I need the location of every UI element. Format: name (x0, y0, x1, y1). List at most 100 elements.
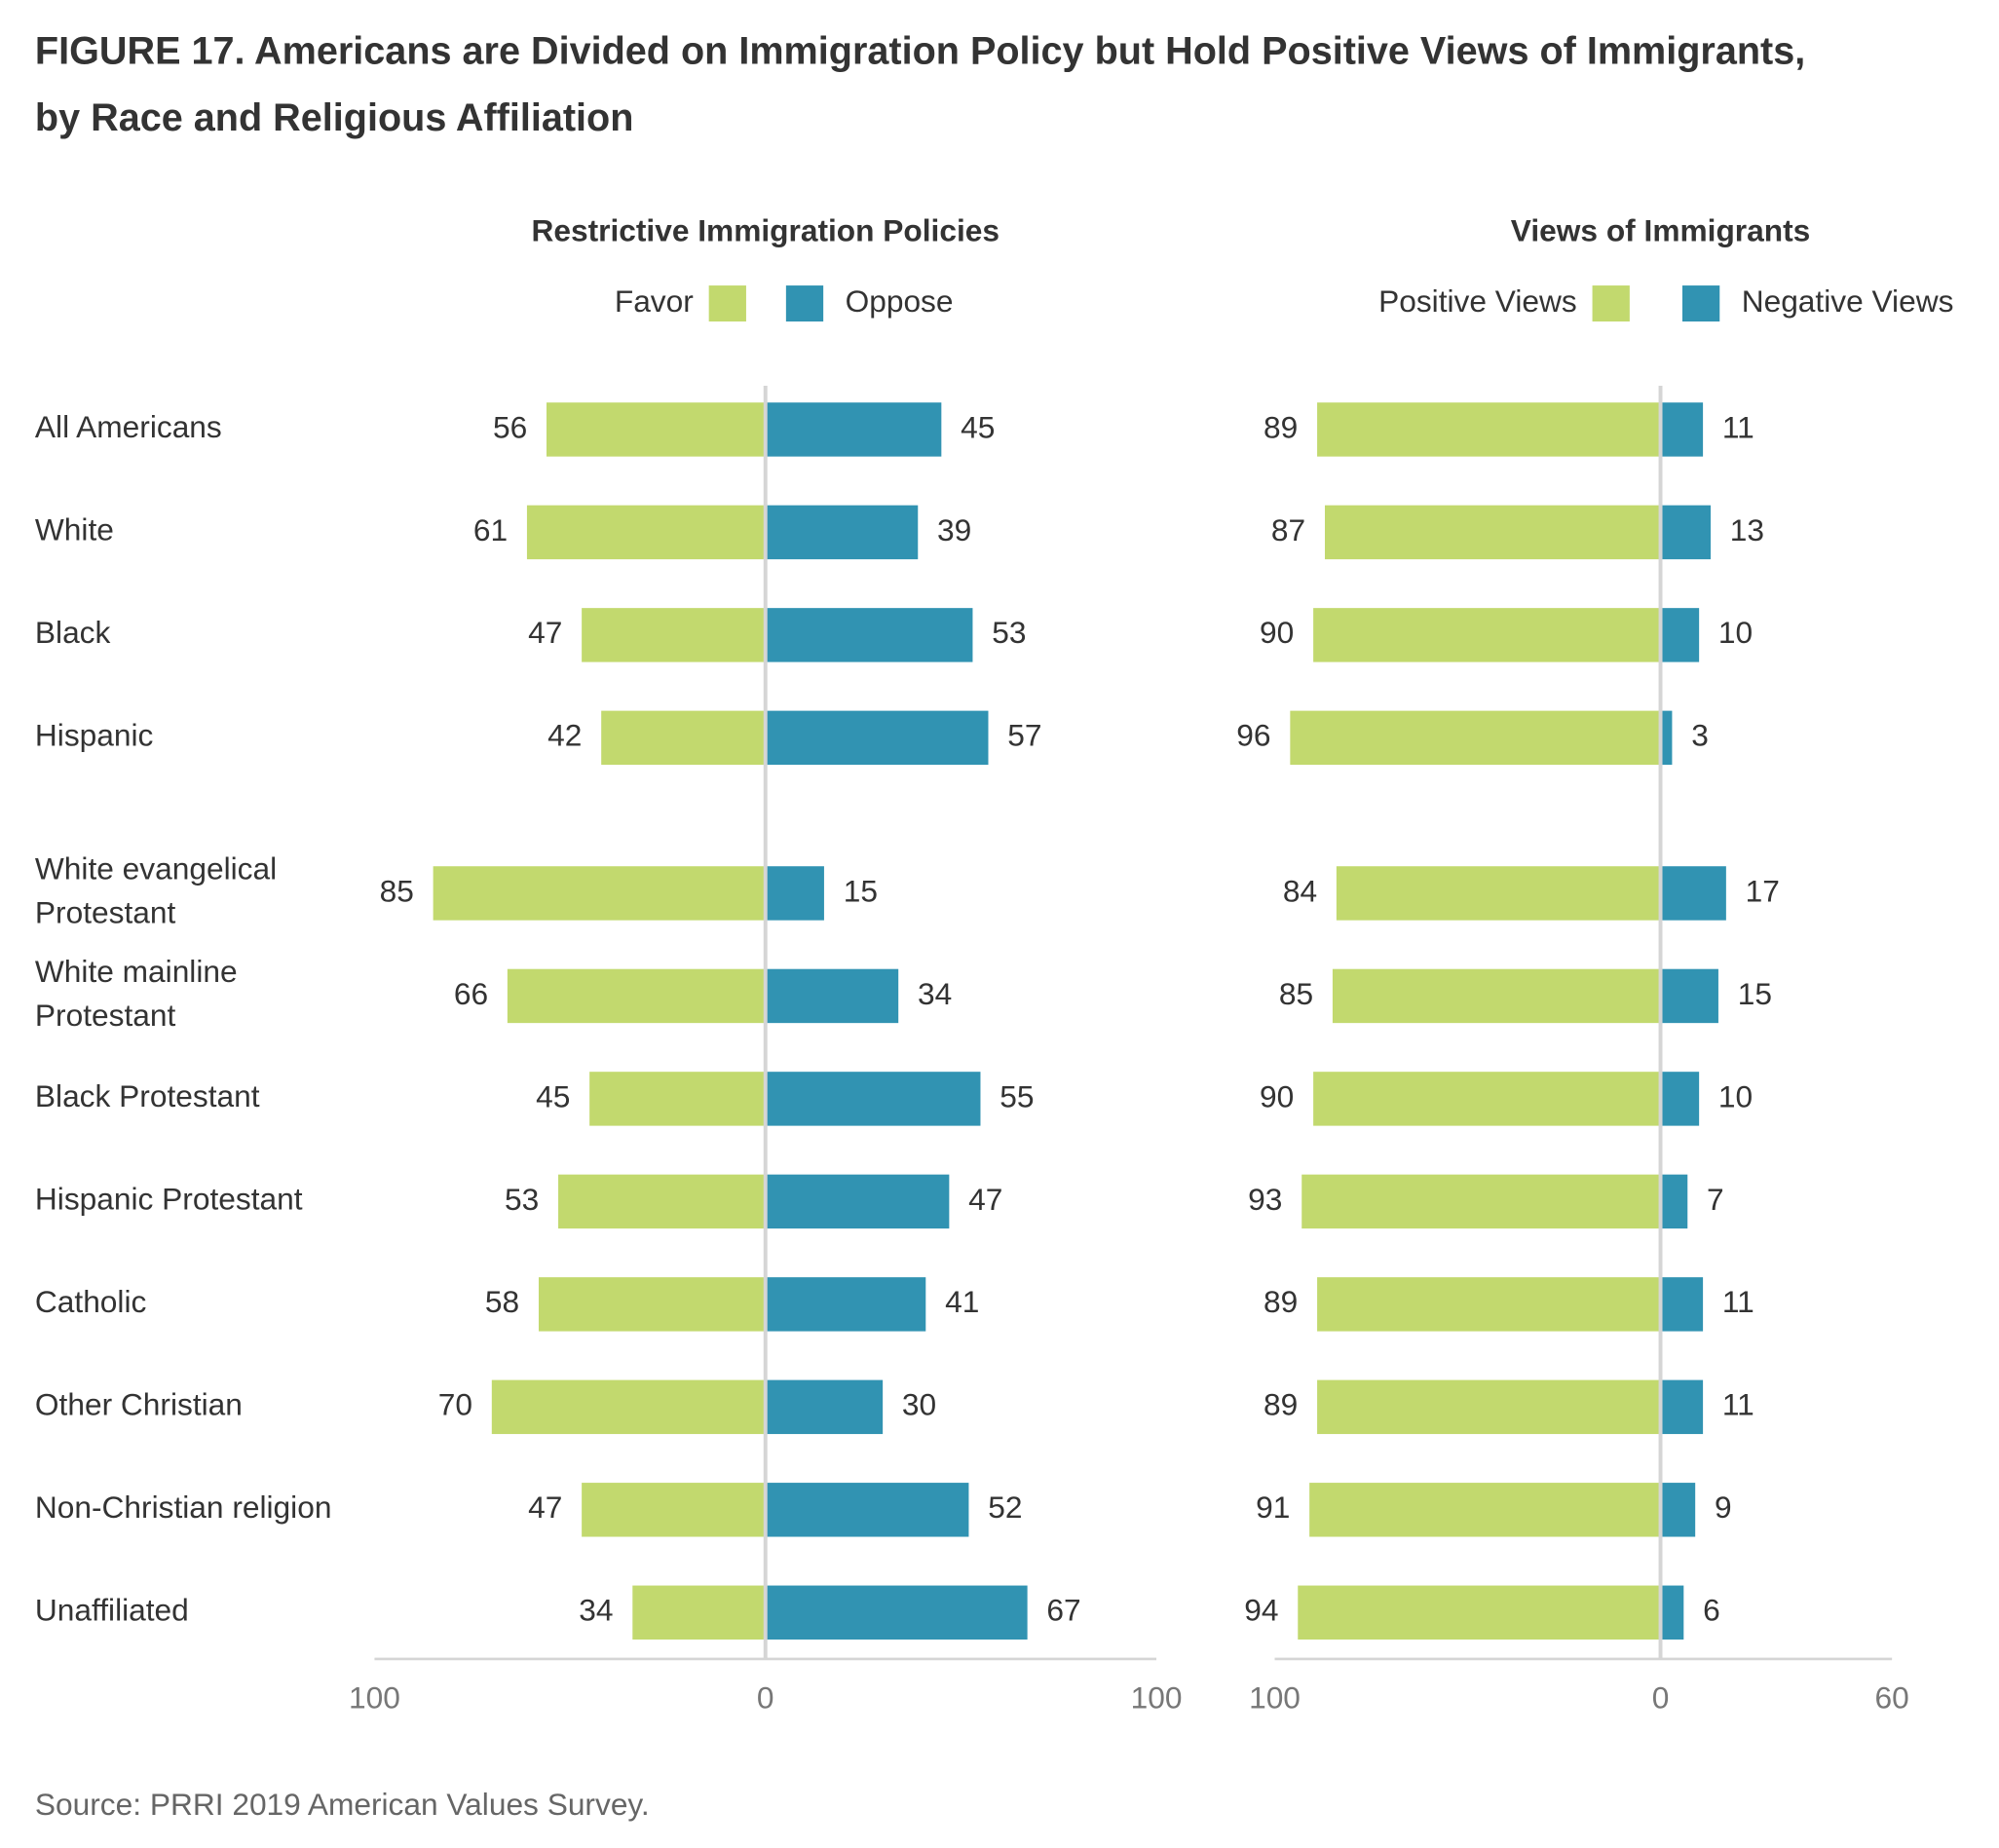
value-label: 94 (1244, 1593, 1278, 1628)
value-label: 17 (1746, 873, 1780, 908)
value-label: 45 (961, 409, 995, 444)
category-label: Catholic (35, 1284, 146, 1319)
value-label: 89 (1264, 1387, 1298, 1422)
value-label: 66 (454, 976, 488, 1011)
value-label: 10 (1718, 615, 1753, 650)
value-label: 47 (528, 1490, 562, 1525)
value-label: 47 (528, 615, 562, 650)
value-label: 52 (988, 1490, 1022, 1525)
value-label: 90 (1260, 615, 1294, 650)
bar (582, 1483, 766, 1537)
category-label: White evangelical Protestant (35, 851, 277, 930)
value-label: 89 (1264, 1284, 1298, 1319)
x-tick-label: 0 (757, 1680, 774, 1716)
value-label: 55 (1000, 1078, 1034, 1113)
bar (1660, 710, 1673, 766)
legend-swatch (708, 285, 746, 322)
category-label: Unaffiliated (35, 1593, 189, 1628)
value-label: 85 (1279, 976, 1313, 1011)
value-label: 53 (505, 1182, 539, 1217)
bar (1290, 710, 1661, 766)
bar (1313, 608, 1661, 662)
bar (1660, 968, 1718, 1024)
source-note: Source: PRRI 2019 American Values Survey… (35, 1787, 650, 1822)
value-label: 30 (902, 1387, 936, 1422)
value-label: 11 (1722, 1284, 1754, 1319)
bar (1660, 1072, 1700, 1126)
bar (765, 402, 942, 457)
value-label: 7 (1707, 1182, 1724, 1217)
value-label: 57 (1007, 718, 1041, 753)
value-label: 39 (937, 512, 971, 547)
bar (1660, 608, 1700, 662)
x-tick-label: 100 (1131, 1680, 1183, 1716)
bar (433, 866, 766, 921)
bar (1660, 1277, 1704, 1332)
category-label: Other Christian (35, 1387, 243, 1422)
legend-label: Negative Views (1742, 283, 1954, 319)
value-label: 10 (1718, 1078, 1753, 1113)
value-label: 56 (493, 409, 527, 444)
value-label: 15 (844, 873, 878, 908)
bar (1336, 866, 1661, 921)
bar (1660, 505, 1712, 560)
value-label: 15 (1738, 976, 1772, 1011)
bar (1298, 1585, 1661, 1641)
bar (589, 1072, 766, 1126)
bar (1309, 1483, 1661, 1537)
value-label: 41 (945, 1284, 979, 1319)
value-label: 34 (579, 1593, 613, 1628)
bar (538, 1277, 766, 1332)
bar (765, 505, 919, 560)
value-label: 90 (1260, 1078, 1294, 1113)
bar (491, 1379, 766, 1435)
bar (1660, 1483, 1696, 1537)
legend-swatch (785, 285, 824, 322)
value-label: 53 (992, 615, 1026, 650)
bar (1301, 1174, 1661, 1229)
x-tick-label: 100 (349, 1680, 400, 1716)
legend-swatch (1681, 285, 1720, 322)
bar (1660, 866, 1726, 921)
category-label: Black (35, 615, 111, 650)
bar (1660, 402, 1704, 457)
bar (765, 1277, 926, 1332)
legend-label: Positive Views (1378, 283, 1577, 319)
chart-subtitle: Restrictive Immigration Policies (531, 212, 1000, 247)
category-label: White (35, 512, 114, 547)
legend-label: Oppose (846, 283, 954, 319)
x-tick-label: 60 (1875, 1680, 1909, 1716)
value-label: 47 (968, 1182, 1002, 1217)
bar (1660, 1174, 1688, 1229)
bar (547, 402, 766, 457)
value-label: 67 (1046, 1593, 1080, 1628)
value-label: 45 (536, 1078, 570, 1113)
bar (765, 710, 989, 766)
bar (1660, 1585, 1684, 1641)
value-label: 58 (485, 1284, 519, 1319)
value-label: 34 (918, 976, 952, 1011)
bar (1660, 1379, 1704, 1435)
category-label: White mainline Protestant (35, 954, 238, 1033)
value-label: 3 (1691, 718, 1709, 753)
category-label: Hispanic (35, 718, 153, 753)
bar (765, 1585, 1028, 1641)
value-label: 91 (1256, 1490, 1290, 1525)
bar (765, 608, 973, 662)
legend-swatch (1592, 285, 1630, 322)
value-label: 11 (1722, 409, 1754, 444)
bar (632, 1585, 766, 1641)
bar (582, 608, 766, 662)
bar (558, 1174, 766, 1229)
chart-subtitle: Views of Immigrants (1511, 212, 1810, 247)
value-label: 9 (1715, 1490, 1732, 1525)
bar (1317, 1277, 1661, 1332)
bar (765, 968, 899, 1024)
value-label: 84 (1283, 873, 1317, 908)
category-label: Black Protestant (35, 1078, 260, 1113)
bar (765, 1174, 950, 1229)
x-tick-label: 0 (1652, 1680, 1670, 1716)
value-label: 70 (438, 1387, 472, 1422)
value-label: 13 (1730, 512, 1764, 547)
